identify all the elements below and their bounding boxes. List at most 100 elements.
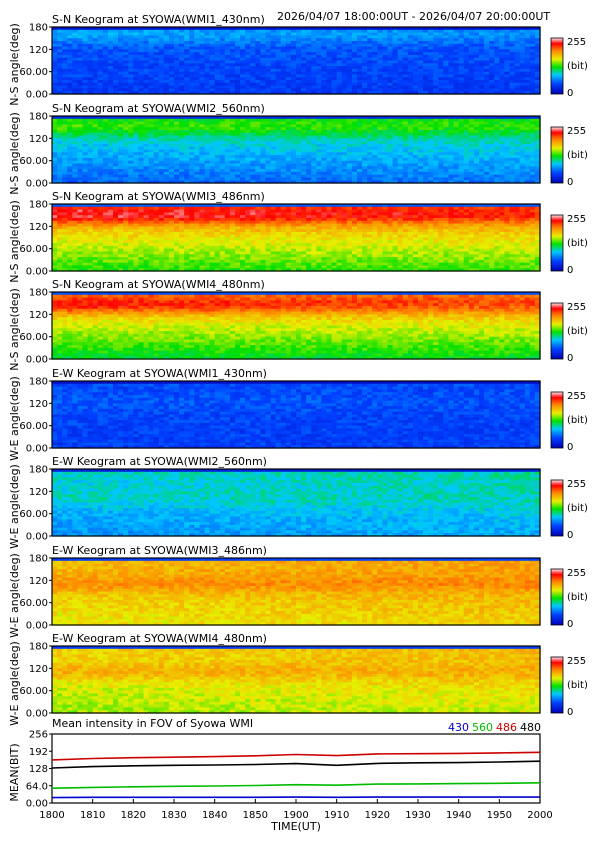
heat-cell xyxy=(336,54,343,59)
heat-cell xyxy=(331,74,338,78)
heat-cell xyxy=(265,68,272,73)
heat-cell xyxy=(331,82,338,87)
heat-cell xyxy=(382,52,389,56)
heat-cell xyxy=(509,85,516,90)
heat-cell xyxy=(235,68,241,73)
heat-cell xyxy=(82,68,89,73)
heat-cell xyxy=(346,46,353,50)
heat-cell xyxy=(524,71,531,76)
heat-cell xyxy=(118,60,124,64)
heat-cell xyxy=(67,54,73,59)
heat-cell xyxy=(372,46,378,50)
heat-cell xyxy=(346,60,353,64)
heat-cell xyxy=(118,82,124,87)
heat-cell xyxy=(270,68,277,73)
heat-cell xyxy=(524,88,531,92)
heat-cell xyxy=(301,85,307,90)
heat-cell xyxy=(270,91,277,95)
heat-cell xyxy=(219,43,226,48)
heat-cell xyxy=(509,80,516,84)
heat-cell xyxy=(321,85,328,90)
heat-cell xyxy=(519,27,526,31)
heat-cell xyxy=(153,57,160,62)
heat-cell xyxy=(229,82,236,87)
heat-cell xyxy=(174,49,180,53)
heat-cell xyxy=(382,74,389,78)
heat-cell xyxy=(402,57,409,62)
heat-cell xyxy=(473,82,480,87)
heat-cell xyxy=(260,66,267,70)
heat-cell xyxy=(224,88,231,92)
heat-cell xyxy=(107,88,114,92)
heat-cell xyxy=(275,80,282,84)
heat-cell xyxy=(138,91,145,95)
heat-cell xyxy=(509,60,516,64)
heat-cell xyxy=(153,40,160,45)
heat-cell xyxy=(67,32,73,36)
heat-cell xyxy=(133,63,140,67)
heat-cell xyxy=(458,71,465,76)
heat-cell xyxy=(412,68,419,73)
heat-cell xyxy=(199,43,206,48)
heat-cell xyxy=(306,74,312,78)
heat-cell xyxy=(204,82,211,87)
heat-cell xyxy=(473,46,480,50)
heat-cell xyxy=(473,66,480,70)
heat-cell xyxy=(194,85,201,90)
heat-cell xyxy=(514,80,521,84)
heat-cell xyxy=(407,27,414,31)
heat-cell xyxy=(174,77,180,81)
heat-cell xyxy=(504,63,511,67)
heat-cell xyxy=(158,46,165,50)
heat-cell xyxy=(102,54,109,59)
y-tick-label: 180 xyxy=(29,112,48,123)
heat-cell xyxy=(479,71,485,76)
heat-cell xyxy=(245,46,251,50)
heat-cell xyxy=(168,74,175,78)
heat-cell xyxy=(118,35,124,39)
heat-cell xyxy=(194,38,201,42)
heat-cell xyxy=(219,80,226,84)
heat-cell xyxy=(123,46,129,50)
heat-cell xyxy=(489,71,495,76)
heat-cell xyxy=(296,60,302,64)
heat-cell xyxy=(443,91,450,95)
heat-cell xyxy=(301,71,307,76)
heat-cell xyxy=(377,91,384,95)
heat-cell xyxy=(265,57,272,62)
heat-cell xyxy=(107,63,114,67)
heat-cell xyxy=(428,91,434,95)
heat-cell xyxy=(514,91,521,95)
heat-cell xyxy=(341,57,348,62)
y-axis-label: N-S angle(deg) xyxy=(8,23,21,106)
heat-cell xyxy=(407,29,414,34)
heat-cell xyxy=(362,85,368,90)
heat-cell xyxy=(123,32,129,36)
heat-cell xyxy=(311,91,317,95)
heat-cell xyxy=(438,63,445,67)
heat-cell xyxy=(255,71,262,76)
heat-cell xyxy=(479,77,485,81)
heat-cell xyxy=(158,54,165,59)
heat-cell xyxy=(194,88,201,92)
heat-cell xyxy=(235,46,241,50)
heat-cell xyxy=(52,169,58,173)
heat-cell xyxy=(296,63,302,67)
heat-cell xyxy=(179,68,185,73)
heat-cell xyxy=(494,63,500,67)
heat-cell xyxy=(412,46,419,50)
heat-cell xyxy=(499,60,506,64)
heat-cell xyxy=(240,38,246,42)
heat-cell xyxy=(280,43,287,48)
heat-cell xyxy=(382,88,389,92)
heat-cell xyxy=(418,91,424,95)
heat-cell xyxy=(275,43,282,48)
heat-cell xyxy=(174,29,180,34)
heat-cell xyxy=(484,38,490,42)
heat-cell xyxy=(428,52,434,56)
heat-cell xyxy=(92,91,99,95)
heat-cell xyxy=(143,57,150,62)
heat-cell xyxy=(372,43,378,48)
heat-cell xyxy=(250,49,256,53)
heat-cell xyxy=(194,63,201,67)
